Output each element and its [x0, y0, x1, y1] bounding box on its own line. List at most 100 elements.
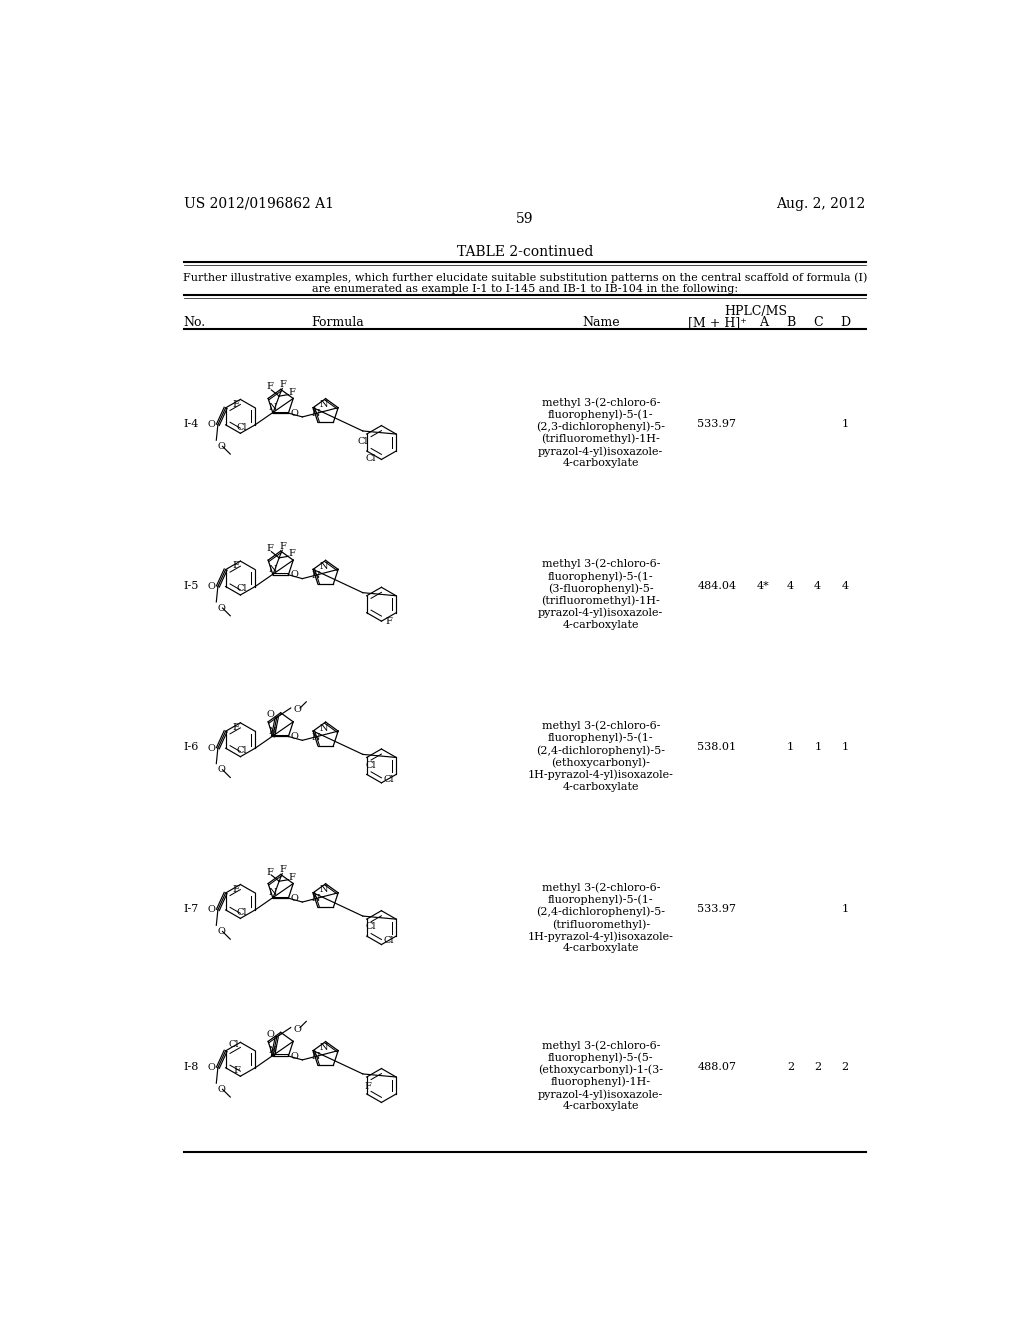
- Text: N: N: [268, 565, 278, 574]
- Text: A: A: [759, 317, 768, 329]
- Text: 1: 1: [787, 742, 795, 752]
- Text: O: O: [293, 1024, 301, 1034]
- Text: N: N: [311, 572, 319, 579]
- Text: O: O: [266, 1030, 274, 1039]
- Text: methyl 3-(2-chloro-6-
fluorophenyl)-5-(1-
(3-fluorophenyl)-5-
(trifluoromethyl)-: methyl 3-(2-chloro-6- fluorophenyl)-5-(1…: [539, 558, 664, 630]
- Text: O: O: [291, 894, 299, 903]
- Text: N: N: [319, 400, 329, 409]
- Text: O: O: [217, 1085, 225, 1094]
- Text: F: F: [266, 383, 273, 392]
- Text: N: N: [268, 403, 278, 412]
- Text: D: D: [840, 317, 850, 329]
- Text: F: F: [280, 541, 287, 550]
- Text: 538.01: 538.01: [697, 742, 736, 752]
- Text: O: O: [293, 705, 301, 714]
- Text: 533.97: 533.97: [697, 904, 736, 915]
- Text: 2: 2: [814, 1063, 821, 1072]
- Text: N: N: [311, 409, 319, 418]
- Text: TABLE 2-continued: TABLE 2-continued: [457, 244, 593, 259]
- Text: O: O: [208, 906, 216, 915]
- Text: O: O: [266, 710, 274, 719]
- Text: 59: 59: [516, 213, 534, 226]
- Text: I-4: I-4: [183, 418, 200, 429]
- Text: O: O: [208, 582, 216, 591]
- Text: 1: 1: [842, 904, 849, 915]
- Text: F: F: [232, 723, 240, 731]
- Text: F: F: [288, 388, 295, 397]
- Text: I-6: I-6: [183, 742, 200, 752]
- Text: N: N: [268, 726, 278, 735]
- Text: Cl: Cl: [237, 908, 247, 916]
- Text: Cl: Cl: [366, 760, 376, 770]
- Text: are enumerated as example I-1 to I-145 and IB-1 to IB-104 in the following:: are enumerated as example I-1 to I-145 a…: [311, 284, 738, 294]
- Text: O: O: [208, 1064, 216, 1072]
- Text: O: O: [291, 733, 299, 741]
- Text: Formula: Formula: [311, 317, 364, 329]
- Text: 1: 1: [842, 418, 849, 429]
- Text: O: O: [217, 603, 225, 612]
- Text: 4: 4: [787, 581, 795, 591]
- Text: F: F: [386, 616, 392, 626]
- Text: I-7: I-7: [183, 904, 199, 915]
- Text: F: F: [232, 561, 240, 570]
- Text: US 2012/0196862 A1: US 2012/0196862 A1: [183, 197, 334, 211]
- Text: N: N: [311, 895, 319, 903]
- Text: Cl: Cl: [357, 437, 368, 446]
- Text: N: N: [268, 888, 278, 898]
- Text: 4: 4: [814, 581, 821, 591]
- Text: [M + H]⁺: [M + H]⁺: [687, 317, 746, 329]
- Text: 488.07: 488.07: [697, 1063, 736, 1072]
- Text: Cl: Cl: [366, 454, 376, 463]
- Text: methyl 3-(2-chloro-6-
fluorophenyl)-5-(1-
(2,4-dichlorophenyl)-5-
(ethoxycarbony: methyl 3-(2-chloro-6- fluorophenyl)-5-(1…: [527, 721, 674, 792]
- Text: 4: 4: [842, 581, 849, 591]
- Text: N: N: [311, 1052, 319, 1061]
- Text: O: O: [217, 927, 225, 936]
- Text: 4*: 4*: [757, 581, 770, 591]
- Text: Name: Name: [582, 317, 620, 329]
- Text: Cl: Cl: [384, 775, 394, 784]
- Text: I-8: I-8: [183, 1063, 200, 1072]
- Text: B: B: [786, 317, 796, 329]
- Text: O: O: [217, 766, 225, 775]
- Text: F: F: [288, 873, 295, 882]
- Text: methyl 3-(2-chloro-6-
fluorophenyl)-5-(1-
(2,3-dichlorophenyl)-5-
(trifluorometh: methyl 3-(2-chloro-6- fluorophenyl)-5-(1…: [537, 397, 666, 469]
- Text: Cl: Cl: [229, 1040, 240, 1049]
- Text: F: F: [280, 865, 287, 874]
- Text: HPLC/MS: HPLC/MS: [724, 305, 787, 318]
- Text: methyl 3-(2-chloro-6-
fluorophenyl)-5-(5-
(ethoxycarbonyl)-1-(3-
fluorophenyl)-1: methyl 3-(2-chloro-6- fluorophenyl)-5-(5…: [539, 1040, 664, 1111]
- Text: N: N: [319, 723, 329, 733]
- Text: F: F: [232, 884, 240, 894]
- Text: Cl: Cl: [237, 585, 247, 593]
- Text: O: O: [291, 570, 299, 579]
- Text: methyl 3-(2-chloro-6-
fluorophenyl)-5-(1-
(2,4-dichlorophenyl)-5-
(trifluorometh: methyl 3-(2-chloro-6- fluorophenyl)-5-(1…: [527, 882, 674, 953]
- Text: 1: 1: [842, 742, 849, 752]
- Text: O: O: [291, 409, 299, 417]
- Text: Further illustrative examples, which further elucidate suitable substitution pat: Further illustrative examples, which fur…: [182, 272, 867, 282]
- Text: Cl: Cl: [366, 923, 376, 932]
- Text: Cl: Cl: [237, 422, 247, 432]
- Text: F: F: [280, 380, 287, 389]
- Text: N: N: [311, 733, 319, 742]
- Text: 1: 1: [814, 742, 821, 752]
- Text: Cl: Cl: [384, 936, 394, 945]
- Text: N: N: [319, 1043, 329, 1052]
- Text: 533.97: 533.97: [697, 418, 736, 429]
- Text: C: C: [813, 317, 822, 329]
- Text: 484.04: 484.04: [697, 581, 736, 591]
- Text: I-5: I-5: [183, 581, 200, 591]
- Text: F: F: [266, 544, 273, 553]
- Text: O: O: [208, 420, 216, 429]
- Text: F: F: [266, 867, 273, 876]
- Text: F: F: [232, 400, 240, 408]
- Text: F: F: [288, 549, 295, 558]
- Text: O: O: [291, 1052, 299, 1060]
- Text: No.: No.: [183, 317, 206, 329]
- Text: 2: 2: [787, 1063, 795, 1072]
- Text: Cl: Cl: [237, 746, 247, 755]
- Text: Aug. 2, 2012: Aug. 2, 2012: [776, 197, 866, 211]
- Text: N: N: [319, 886, 329, 895]
- Text: O: O: [208, 743, 216, 752]
- Text: O: O: [217, 442, 225, 451]
- Text: F: F: [233, 1065, 240, 1074]
- Text: N: N: [268, 1047, 278, 1055]
